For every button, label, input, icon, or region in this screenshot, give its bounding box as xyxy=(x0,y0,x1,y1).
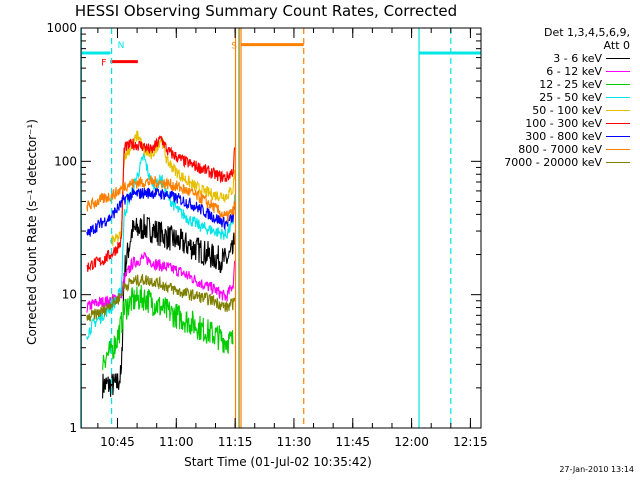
legend-swatch xyxy=(606,84,630,85)
legend-item-3: 25 - 50 keV xyxy=(478,91,630,104)
plot-area: F S N 1 10 100 1000 10:45 11:00 11:15 11:30 11:45 12… xyxy=(46,21,487,449)
x-axis-label: Start Time (01-Jul-02 10:35:42) xyxy=(184,455,372,469)
y-tick-label-0: 1 xyxy=(69,421,77,435)
legend-item-6: 300 - 800 keV xyxy=(478,130,630,143)
y-tick-label-2: 100 xyxy=(54,154,77,168)
legend: Det 1,3,4,5,6,9, Att 0 3 - 6 keV 6 - 12 k… xyxy=(478,26,630,169)
legend-label: 6 - 12 keV xyxy=(546,65,602,78)
legend-swatch xyxy=(606,110,630,111)
legend-item-4: 50 - 100 keV xyxy=(478,104,630,117)
legend-item-5: 100 - 300 keV xyxy=(478,117,630,130)
series-line-6 xyxy=(86,186,236,237)
series-line-2 xyxy=(102,285,234,370)
attenuator-bar-label-2: S xyxy=(231,42,237,52)
legend-swatch xyxy=(606,149,630,150)
legend-label: 25 - 50 keV xyxy=(539,91,602,104)
series-layer xyxy=(86,130,236,399)
y-axis-label: Corrected Count Rate (s⁻¹ detector⁻¹) xyxy=(25,119,39,345)
legend-label: 100 - 300 keV xyxy=(525,117,602,130)
legend-label: 300 - 800 keV xyxy=(525,130,602,143)
x-tick-label-6: 12:15 xyxy=(453,435,488,449)
legend-swatch xyxy=(606,162,630,163)
attenuator-bar-label-1: F xyxy=(101,59,106,69)
legend-item-8: 7000 - 20000 keV xyxy=(478,156,630,169)
legend-swatch xyxy=(606,97,630,98)
legend-item-1: 6 - 12 keV xyxy=(478,65,630,78)
legend-label: 3 - 6 keV xyxy=(553,52,602,65)
series-line-7 xyxy=(86,175,236,223)
legend-item-2: 12 - 25 keV xyxy=(478,78,630,91)
series-line-8 xyxy=(86,274,236,322)
chart-title: HESSI Observing Summary Count Rates, Cor… xyxy=(75,2,457,20)
y-tick-label-1: 10 xyxy=(62,288,77,302)
legend-item-0: 3 - 6 keV xyxy=(478,52,630,65)
vertical-marker-label-1: N xyxy=(118,41,125,51)
legend-swatch xyxy=(606,71,630,72)
legend-item-7: 800 - 7000 keV xyxy=(478,143,630,156)
legend-header-detectors: Det 1,3,4,5,6,9, xyxy=(543,26,630,39)
x-tick-label-4: 11:45 xyxy=(335,435,370,449)
x-tick-label-2: 11:15 xyxy=(218,435,253,449)
legend-swatch xyxy=(606,58,630,59)
footer-timestamp: 27-Jan-2010 13:14 xyxy=(559,465,634,474)
plot-frame xyxy=(80,27,482,429)
series-line-4 xyxy=(109,130,236,246)
legend-swatch xyxy=(606,123,630,124)
x-tick-label-5: 12:00 xyxy=(394,435,429,449)
legend-label: 50 - 100 keV xyxy=(532,104,602,117)
y-tick-label-3: 1000 xyxy=(46,21,77,35)
x-tick-label-1: 11:00 xyxy=(159,435,194,449)
legend-swatch xyxy=(606,136,630,137)
legend-header-attenuator: Att 0 xyxy=(603,39,630,52)
x-tick-label-3: 11:30 xyxy=(277,435,312,449)
legend-label: 800 - 7000 keV xyxy=(518,143,602,156)
legend-label: 7000 - 20000 keV xyxy=(504,156,602,169)
tick-layer: F S N 1 10 100 1000 10:45 11:00 11:15 11:30 11:45 12… xyxy=(46,21,487,449)
legend-label: 12 - 25 keV xyxy=(539,78,602,91)
legend-rows: 3 - 6 keV 6 - 12 keV 12 - 25 keV 25 - 50 ke… xyxy=(478,52,630,169)
x-tick-label-0: 10:45 xyxy=(100,435,135,449)
